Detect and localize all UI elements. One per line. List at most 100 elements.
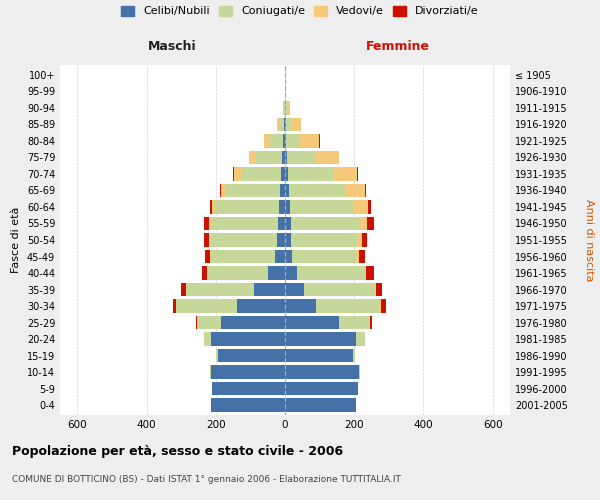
Bar xyxy=(291,216,359,230)
Bar xyxy=(218,349,285,362)
Bar xyxy=(354,200,368,214)
Bar xyxy=(285,184,289,197)
Text: Maschi: Maschi xyxy=(148,40,197,52)
Bar xyxy=(285,316,338,330)
Bar xyxy=(292,250,356,264)
Bar xyxy=(275,250,285,264)
Bar xyxy=(370,316,371,330)
Bar xyxy=(285,118,286,131)
Bar xyxy=(233,167,234,180)
Bar xyxy=(181,283,186,296)
Bar xyxy=(285,167,288,180)
Bar xyxy=(362,233,367,247)
Bar xyxy=(365,266,374,280)
Bar xyxy=(380,300,386,313)
Bar xyxy=(210,250,211,264)
Bar xyxy=(353,349,355,362)
Bar xyxy=(197,316,221,330)
Bar xyxy=(338,316,370,330)
Bar xyxy=(226,184,280,197)
Text: Popolazione per età, sesso e stato civile - 2006: Popolazione per età, sesso e stato civil… xyxy=(12,445,343,458)
Bar xyxy=(285,382,358,396)
Bar xyxy=(287,101,290,114)
Bar xyxy=(285,233,291,247)
Bar xyxy=(316,150,338,164)
Bar xyxy=(264,134,269,147)
Bar xyxy=(359,366,360,379)
Bar xyxy=(205,250,210,264)
Bar xyxy=(256,150,282,164)
Bar xyxy=(211,216,278,230)
Bar xyxy=(286,101,287,114)
Bar xyxy=(357,167,358,180)
Bar xyxy=(211,250,275,264)
Bar xyxy=(359,216,367,230)
Bar xyxy=(285,283,304,296)
Bar xyxy=(285,216,291,230)
Bar xyxy=(285,266,297,280)
Bar xyxy=(316,300,380,313)
Text: Anni di nascita: Anni di nascita xyxy=(584,198,594,281)
Bar xyxy=(333,167,357,180)
Bar xyxy=(283,134,285,147)
Bar xyxy=(285,134,286,147)
Bar xyxy=(375,283,376,296)
Bar xyxy=(269,134,283,147)
Bar xyxy=(283,101,284,114)
Bar xyxy=(285,150,287,164)
Bar xyxy=(221,316,285,330)
Bar xyxy=(356,332,365,346)
Bar xyxy=(187,283,254,296)
Bar xyxy=(279,200,285,214)
Bar xyxy=(279,118,284,131)
Bar xyxy=(254,283,285,296)
Bar xyxy=(282,150,285,164)
Bar xyxy=(209,216,211,230)
Bar xyxy=(288,167,333,180)
Text: Femmine: Femmine xyxy=(365,40,430,52)
Bar xyxy=(286,118,291,131)
Bar xyxy=(367,216,374,230)
Bar xyxy=(250,150,256,164)
Bar xyxy=(376,283,382,296)
Bar xyxy=(203,233,209,247)
Bar xyxy=(196,316,197,330)
Bar xyxy=(280,184,285,197)
Bar xyxy=(277,233,285,247)
Bar xyxy=(357,233,362,247)
Bar xyxy=(287,150,316,164)
Bar xyxy=(365,184,367,197)
Bar xyxy=(291,118,301,131)
Bar xyxy=(281,167,285,180)
Bar xyxy=(344,184,365,197)
Bar xyxy=(176,300,236,313)
Bar xyxy=(278,216,285,230)
Bar xyxy=(304,283,375,296)
Bar xyxy=(286,134,300,147)
Bar xyxy=(210,200,212,214)
Bar xyxy=(368,200,371,214)
Bar xyxy=(289,184,344,197)
Bar xyxy=(211,332,285,346)
Bar xyxy=(210,233,277,247)
Bar xyxy=(285,200,290,214)
Text: COMUNE DI BOTTICINO (BS) - Dati ISTAT 1° gennaio 2006 - Elaborazione TUTTITALIA.: COMUNE DI BOTTICINO (BS) - Dati ISTAT 1°… xyxy=(12,475,401,484)
Legend: Celibi/Nubili, Coniugati/e, Vedovi/e, Divorziati/e: Celibi/Nubili, Coniugati/e, Vedovi/e, Di… xyxy=(121,6,479,16)
Bar xyxy=(220,184,221,197)
Bar xyxy=(202,266,207,280)
Bar xyxy=(203,216,209,230)
Bar xyxy=(356,250,359,264)
Bar xyxy=(284,118,285,131)
Bar xyxy=(211,366,285,379)
Bar xyxy=(285,349,353,362)
Bar xyxy=(300,134,319,147)
Bar xyxy=(221,184,226,197)
Bar xyxy=(173,300,176,313)
Bar xyxy=(359,250,365,264)
Bar xyxy=(211,398,285,412)
Bar xyxy=(216,349,218,362)
Bar xyxy=(215,200,279,214)
Bar xyxy=(285,332,356,346)
Bar xyxy=(209,233,210,247)
Bar xyxy=(241,167,281,180)
